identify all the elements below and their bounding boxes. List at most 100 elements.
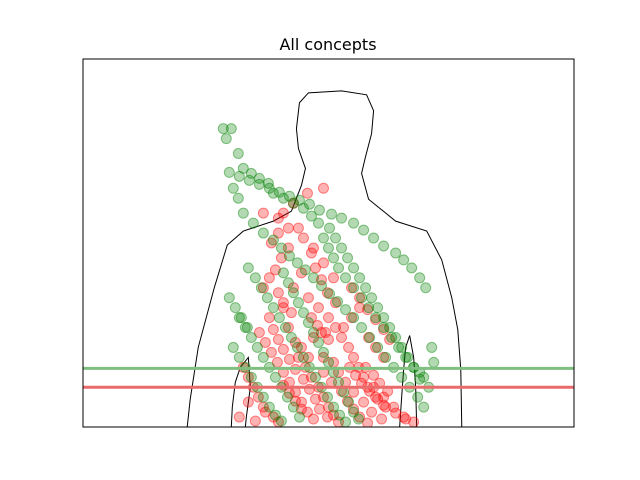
red-point: [366, 406, 378, 418]
green-point: [253, 172, 265, 184]
red-point: [303, 383, 315, 395]
red-point: [295, 341, 307, 353]
red-point: [348, 351, 360, 363]
red-point: [302, 351, 314, 363]
green-point: [237, 162, 249, 174]
green-point: [239, 322, 251, 334]
green-point: [406, 262, 418, 274]
red-point: [333, 416, 345, 427]
red-point: [317, 351, 329, 363]
red-point: [277, 343, 289, 355]
red-point: [282, 322, 294, 334]
red-point: [408, 416, 420, 427]
green-point: [242, 262, 254, 274]
green-point: [330, 232, 342, 244]
green-point: [233, 170, 245, 182]
green-point: [283, 250, 295, 262]
green-point: [293, 194, 305, 206]
green-point: [321, 391, 333, 403]
red-point: [362, 304, 374, 316]
red-point: [301, 187, 313, 199]
green-point: [223, 166, 235, 178]
red-point: [388, 401, 400, 413]
red-point: [330, 322, 342, 334]
red-point: [354, 292, 366, 304]
red-point: [323, 312, 334, 324]
green-point: [305, 210, 317, 222]
red-point: [343, 341, 355, 353]
red-point: [378, 399, 390, 411]
green-point: [378, 322, 390, 334]
red-point: [263, 272, 275, 284]
green-point: [400, 351, 412, 363]
green-point: [217, 123, 229, 135]
green-point: [282, 277, 294, 289]
green-point: [393, 341, 405, 353]
green-point: [333, 262, 345, 274]
red-point: [297, 373, 309, 385]
green-point: [263, 401, 275, 413]
green-point: [324, 222, 336, 234]
red-point: [295, 396, 307, 408]
red-point: [336, 331, 348, 343]
red-point: [328, 409, 340, 421]
green-point: [366, 292, 378, 304]
red-point: [259, 336, 271, 348]
red-point: [370, 391, 382, 403]
red-point: [253, 327, 265, 339]
red-point: [267, 324, 279, 336]
red-point: [267, 411, 279, 423]
red-point: [400, 413, 412, 425]
green-point: [263, 182, 275, 194]
green-point: [323, 242, 334, 254]
green-point: [328, 252, 340, 264]
green-point: [277, 192, 289, 204]
red-point: [289, 336, 301, 348]
green-point: [267, 187, 279, 199]
green-point: [267, 234, 279, 246]
green-point: [348, 217, 360, 229]
red-point: [265, 346, 277, 358]
red-point: [257, 282, 269, 294]
green-point: [227, 182, 239, 194]
green-point: [348, 312, 360, 324]
green-point: [353, 413, 365, 425]
green-point: [315, 280, 327, 292]
red-point: [295, 267, 307, 279]
green-point: [340, 272, 352, 284]
green-point: [220, 133, 232, 145]
green-point: [390, 247, 402, 259]
green-point: [292, 297, 304, 309]
red-point: [287, 282, 299, 294]
green-point: [307, 272, 319, 284]
green-point: [328, 401, 340, 413]
red-point: [277, 302, 289, 314]
green-point: [229, 302, 241, 314]
red-point: [282, 222, 294, 234]
green-point: [396, 341, 408, 353]
red-point: [376, 413, 388, 425]
red-point: [285, 307, 297, 319]
green-point: [267, 302, 279, 314]
silhouette-outline: [186, 90, 463, 427]
green-point: [307, 327, 319, 339]
green-point: [279, 322, 291, 334]
green-point: [380, 351, 392, 363]
green-point: [336, 212, 348, 224]
green-point: [356, 292, 368, 304]
green-point: [402, 351, 414, 363]
red-point: [350, 369, 362, 381]
green-point: [378, 312, 390, 324]
green-point: [297, 202, 309, 214]
red-point: [346, 282, 358, 294]
green-point: [312, 336, 324, 348]
silhouette-right-arm: [399, 335, 418, 427]
red-point: [317, 257, 329, 269]
green-point: [235, 312, 247, 324]
red-point: [368, 369, 380, 381]
red-point: [307, 413, 319, 425]
red-point: [272, 212, 284, 224]
red-point: [380, 401, 392, 413]
green-point: [348, 282, 360, 294]
